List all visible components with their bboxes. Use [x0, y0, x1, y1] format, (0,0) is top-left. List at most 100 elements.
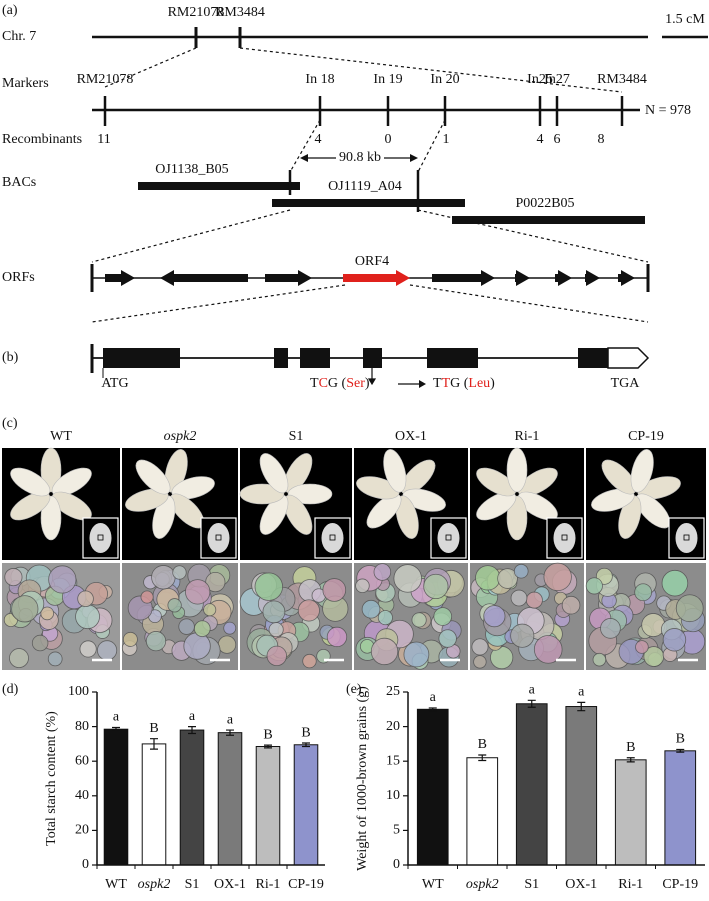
axes: [96, 692, 325, 866]
orf: [160, 270, 248, 286]
sem-granule: [497, 568, 518, 589]
sem-granule: [254, 572, 283, 601]
bar: [614, 759, 647, 866]
label: 0: [385, 132, 392, 147]
utr: [607, 347, 650, 369]
label: RM21078: [168, 5, 225, 20]
panel-label: (c): [2, 416, 18, 431]
grain: [10, 467, 51, 497]
sem-granule: [641, 613, 666, 638]
bac: [138, 182, 300, 190]
y-tick-label: 0: [82, 857, 89, 872]
orf: [585, 270, 600, 286]
label: 1: [443, 132, 450, 147]
label: Chr. 7: [2, 29, 36, 44]
inset-box: [561, 534, 568, 541]
dashed-line: [289, 119, 321, 173]
sem-granule: [585, 577, 603, 595]
sem-granule: [97, 640, 118, 661]
significance-letter: B: [478, 737, 487, 752]
dashed-line: [104, 47, 197, 88]
sem-granule: [634, 583, 653, 602]
label: In 19: [373, 72, 402, 87]
x-tick-label: CP-19: [662, 877, 698, 892]
bar: [664, 750, 697, 866]
y-tick-label: 10: [386, 788, 400, 803]
orf: [515, 270, 530, 286]
label: In27: [544, 72, 570, 87]
sem-granule: [11, 595, 39, 623]
orf: [555, 270, 572, 286]
bar: [416, 708, 449, 866]
sem-granule: [183, 632, 211, 660]
mutation: TTG (Leu): [433, 376, 495, 391]
error-bar: [112, 726, 120, 732]
y-tick-label: 0: [393, 857, 400, 872]
bar: [466, 757, 499, 866]
label: WT: [50, 429, 72, 444]
label: P0022B05: [515, 196, 574, 211]
x-tick-label: OX-1: [214, 877, 246, 892]
mutation-part: C: [319, 376, 328, 391]
sem-granule: [423, 573, 449, 600]
inset-grain: [675, 523, 698, 553]
y-tick-label: 60: [75, 753, 89, 768]
label: ORFs: [2, 270, 35, 285]
sem-granule: [600, 618, 621, 639]
significance-letter: B: [301, 725, 310, 740]
x-tick-label: Ri-1: [618, 877, 643, 892]
sem-granule: [48, 565, 77, 594]
sem-granule: [355, 578, 370, 594]
bar: [103, 728, 129, 866]
x-tick-label: OX-1: [565, 877, 597, 892]
exon: [363, 348, 382, 368]
sem-granule: [411, 612, 427, 628]
sem-granule: [223, 621, 237, 635]
mutation-part: ): [365, 376, 370, 391]
x-tick-label: WT: [422, 877, 444, 892]
error-bar: [150, 738, 158, 750]
significance-letter: B: [626, 740, 635, 755]
sem-granule: [471, 638, 489, 656]
orf: [432, 270, 495, 286]
mutation: TCG (Ser): [310, 376, 370, 391]
grain: [40, 495, 62, 541]
label: 6: [554, 132, 561, 147]
sem-granule: [151, 565, 176, 590]
label: OJ1119_A04: [328, 179, 402, 194]
x-tick-label: S1: [524, 877, 539, 892]
grain: [51, 467, 92, 497]
x-tick-label: S1: [185, 877, 200, 892]
y-axis-label: Total starch content (%): [44, 711, 59, 846]
sem-granule: [510, 623, 535, 648]
grain: [476, 467, 517, 497]
sem-granule: [145, 631, 167, 652]
sem-granule: [266, 645, 287, 667]
sem-granule: [661, 569, 689, 597]
grain: [259, 453, 289, 494]
inset-grain: [207, 523, 230, 553]
sem-granule: [167, 598, 182, 613]
grain: [287, 483, 333, 505]
mutation-part: T: [433, 376, 442, 391]
sem-granule: [662, 628, 687, 652]
error-bar: [188, 726, 196, 735]
sem-granule: [635, 640, 649, 654]
label: In25: [527, 72, 553, 87]
label: N = 978: [645, 103, 691, 118]
grain: [506, 447, 528, 493]
label: ATG: [101, 376, 128, 391]
grain: [283, 453, 313, 494]
grain: [366, 493, 402, 529]
dashed-line: [91, 209, 291, 263]
label: RM3484: [215, 5, 265, 20]
sem-granule: [9, 648, 29, 669]
sem-granule: [47, 651, 63, 667]
sem-granule: [373, 563, 392, 581]
y-tick-label: 100: [68, 684, 89, 699]
grain: [601, 459, 637, 495]
x-tick-label: ospk2: [466, 877, 499, 892]
axes: [407, 692, 705, 866]
grain: [591, 488, 635, 512]
mutation-part: G (: [328, 376, 347, 391]
